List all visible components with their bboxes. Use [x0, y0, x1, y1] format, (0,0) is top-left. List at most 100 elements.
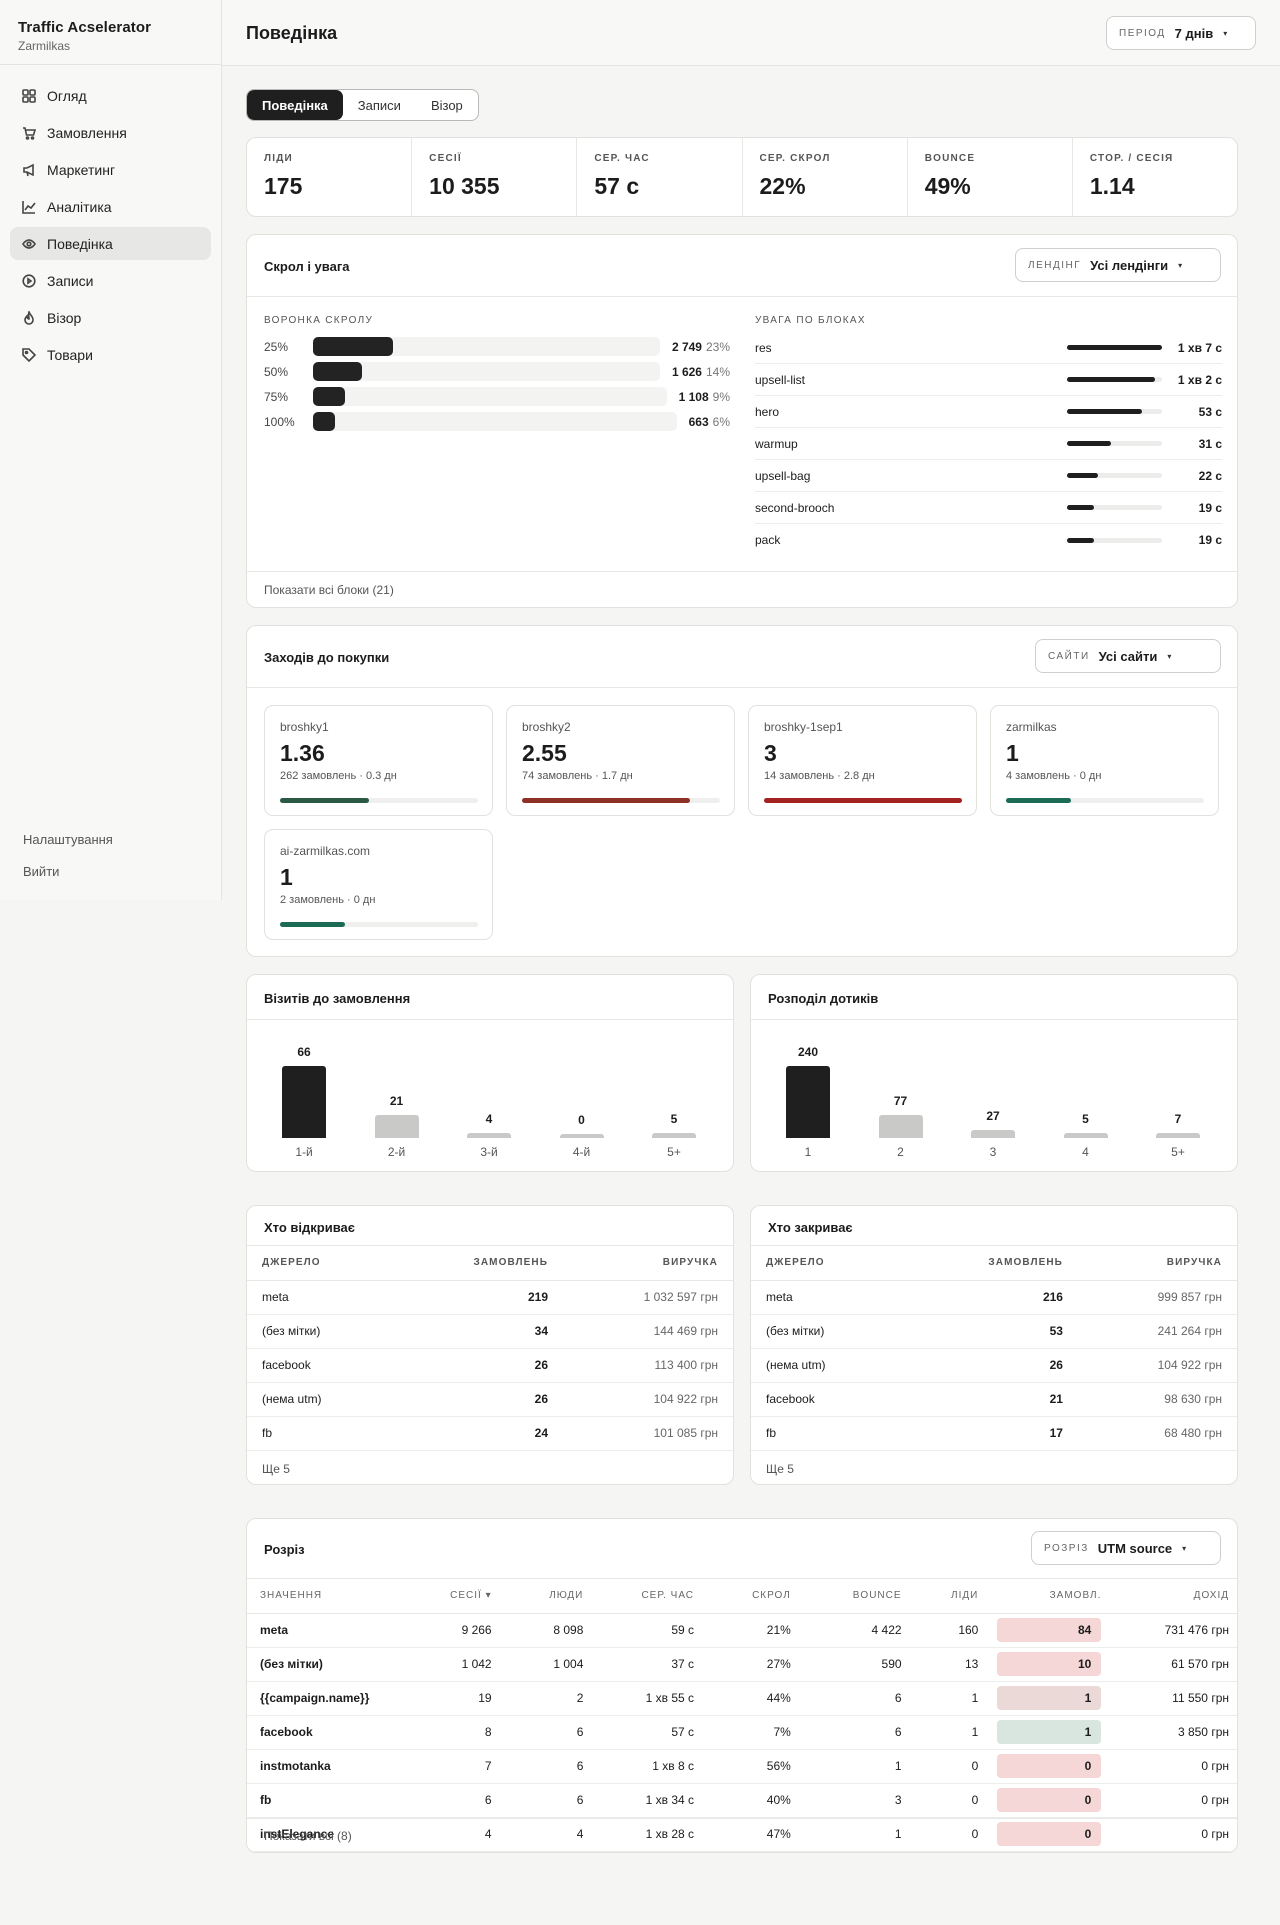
sidebar-item-orders[interactable]: Замовлення [10, 116, 211, 149]
table-row[interactable]: {{campaign.name}} 19 2 1 хв 55 с 44% 6 1 1 11 55… [247, 1681, 1237, 1716]
avg-time-cell: 1 хв 55 с [591, 1681, 703, 1716]
table-row[interactable]: (без мітки) 34 144 469 грн [247, 1314, 733, 1349]
card-header: Хто закриває [751, 1206, 1237, 1246]
sidebar-item-label: Маркетинг [47, 161, 116, 178]
scroll-cell: 27% [702, 1647, 799, 1682]
bar [786, 1066, 830, 1138]
table-row[interactable]: instmotanka 7 6 1 хв 8 с 56% 1 0 0 0 грн [247, 1749, 1237, 1784]
source-cell: meta [751, 1280, 902, 1315]
table-row[interactable]: facebook 21 98 630 грн [751, 1382, 1237, 1417]
block-time: 19 с [1198, 500, 1222, 515]
sidebar-item-label: Замовлення [47, 124, 127, 141]
sidebar-item-analytics[interactable]: Аналітика [10, 190, 211, 223]
bar [467, 1133, 511, 1138]
show-all-blocks-link[interactable]: Показати всі блоки (21) [247, 571, 1237, 607]
column-header[interactable]: ЛІДИ [909, 1579, 987, 1614]
landing-select[interactable]: ЛЕНДІНГ Усі лендінги ▾ [1015, 248, 1221, 282]
table-row[interactable]: facebook 8 6 57 с 7% 6 1 1 3 850 грн [247, 1715, 1237, 1750]
orders-cell: 26 [392, 1382, 564, 1417]
column-header[interactable]: ЗАМОВЛ. [986, 1579, 1110, 1614]
table-row[interactable]: instElegance 4 4 1 хв 28 с 47% 1 0 0 0 грн [247, 1817, 1237, 1852]
attention-rows: res 1 хв 7 с upsell-list 1 хв 2 с hero 53 с wa… [755, 332, 1222, 556]
grid-icon [22, 88, 36, 103]
site-card[interactable]: broshky2 2.55 74 замовлень · 1.7 дн [506, 705, 735, 816]
tab-recordings[interactable]: Записи [357, 97, 401, 113]
sidebar-item-label: Аналітика [47, 198, 112, 215]
value-cell: instElegance [247, 1817, 432, 1852]
column-header[interactable]: СЕР. ЧАС [591, 1579, 703, 1614]
sidebar-item-overview[interactable]: Огляд [10, 79, 211, 112]
revenue-cell: 0 грн [1109, 1749, 1237, 1784]
bar-column: 21 2-й [374, 1020, 419, 1173]
people-cell: 6 [499, 1715, 592, 1750]
sidebar-item-label: Поведінка [47, 235, 113, 252]
period-select[interactable]: ПЕРІОД 7 днів ▾ [1106, 16, 1256, 50]
funnel-title: ВОРОНКА СКРОЛУ [264, 315, 374, 326]
funnel-depth: 100% [264, 414, 295, 429]
column-header[interactable]: ЛЮДИ [499, 1579, 592, 1614]
show-all-breakdown-link[interactable]: Показати всі (8) [247, 1818, 1237, 1852]
avg-time-cell: 37 с [591, 1647, 703, 1682]
sidebar-item-viewer[interactable]: Візор [10, 301, 211, 334]
column-header[interactable]: BOUNCE [798, 1579, 910, 1614]
column-header[interactable]: ЗНАЧЕННЯ [247, 1579, 432, 1614]
card-title: Хто відкриває [264, 1220, 355, 1235]
bar-value-label: 7 [1174, 1112, 1182, 1126]
kpi-label: СЕР. ЧАС [594, 153, 650, 164]
site-touches-value: 2.55 [522, 740, 567, 766]
logout-link[interactable]: Вийти [23, 864, 60, 879]
table-row[interactable]: meta 219 1 032 597 грн [247, 1280, 733, 1315]
bar [878, 1114, 923, 1138]
bounce-cell: 1 [798, 1817, 910, 1852]
kpi-value: 175 [264, 173, 303, 199]
block-name: upsell-list [755, 372, 806, 387]
table-row[interactable]: (без мітки) 1 042 1 004 37 с 27% 590 13 10 61 57… [247, 1647, 1237, 1682]
orders-pill: 1 [997, 1686, 1102, 1710]
orders-cell: 26 [392, 1348, 564, 1383]
settings-link[interactable]: Налаштування [23, 832, 113, 847]
bar-column: 240 1 [786, 1020, 830, 1173]
table-row[interactable]: (без мітки) 53 241 264 грн [751, 1314, 1237, 1349]
kpi-leads: ЛІДИ 175 [247, 138, 413, 216]
value-cell: {{campaign.name}} [247, 1681, 432, 1716]
sites-select[interactable]: САЙТИ Усі сайти ▾ [1035, 639, 1221, 673]
kpi-label: СЕСІЇ [429, 153, 462, 164]
table-row[interactable]: fb 6 6 1 хв 34 с 40% 3 0 0 0 грн [247, 1783, 1237, 1818]
openers-more-link[interactable]: Ще 5 [262, 1461, 290, 1476]
brand: Traffic Acselerator Zarmilkas [0, 0, 221, 65]
table-row[interactable]: facebook 26 113 400 грн [247, 1348, 733, 1383]
site-card[interactable]: broshky-1sep1 3 14 замовлень · 2.8 дн [748, 705, 977, 816]
breakdown-label: РОЗРІЗ [1044, 1542, 1089, 1554]
breakdown-card: Розріз РОЗРІЗ UTM source ▾ ЗНАЧЕННЯ СЕСІЇ… [246, 1518, 1238, 1853]
closers-more-link[interactable]: Ще 5 [766, 1461, 794, 1476]
site-card[interactable]: zarmilkas 1 4 замовлень · 0 дн [990, 705, 1219, 816]
table-row[interactable]: meta 9 266 8 098 59 с 21% 4 422 160 84 731 476 г… [247, 1613, 1237, 1648]
sessions-cell: 9 266 [431, 1613, 500, 1648]
tab-behavior[interactable]: Поведінка [247, 90, 343, 120]
scroll-cell: 47% [702, 1817, 799, 1852]
sessions-cell: 7 [431, 1749, 500, 1784]
revenue-cell: 98 630 грн [1077, 1382, 1237, 1417]
table-row[interactable]: (нема utm) 26 104 922 грн [247, 1382, 733, 1417]
table-row[interactable]: meta 216 999 857 грн [751, 1280, 1237, 1315]
site-card[interactable]: ai-zarmilkas.com 1 2 замовлень · 0 дн [264, 829, 493, 940]
sidebar-item-marketing[interactable]: Маркетинг [10, 153, 211, 186]
col-sessions-sort[interactable]: СЕСІЇ ▾ [431, 1579, 500, 1614]
site-card[interactable]: broshky1 1.36 262 замовлень · 0.3 дн [264, 705, 493, 816]
table-row[interactable]: fb 17 68 480 грн [751, 1416, 1237, 1451]
bar-value-label: 4 [485, 1112, 493, 1126]
orders-pill: 0 [997, 1822, 1102, 1846]
table-row[interactable]: (нема utm) 26 104 922 грн [751, 1348, 1237, 1383]
sidebar-item-products[interactable]: Товари [10, 338, 211, 371]
column-header[interactable]: СКРОЛ [702, 1579, 799, 1614]
sidebar-item-behavior[interactable]: Поведінка [10, 227, 211, 260]
table-row[interactable]: fb 24 101 085 грн [247, 1416, 733, 1451]
block-name: warmup [755, 436, 798, 451]
attention-row: second-brooch 19 с [755, 492, 1222, 524]
tab-viewer[interactable]: Візор [430, 97, 463, 113]
column-header[interactable]: ДОХІД [1109, 1579, 1237, 1614]
revenue-cell: 999 857 грн [1077, 1280, 1237, 1315]
breakdown-select[interactable]: РОЗРІЗ UTM source ▾ [1031, 1531, 1221, 1565]
avg-time-cell: 1 хв 28 с [591, 1817, 703, 1852]
sidebar-item-recordings[interactable]: Записи [10, 264, 211, 297]
